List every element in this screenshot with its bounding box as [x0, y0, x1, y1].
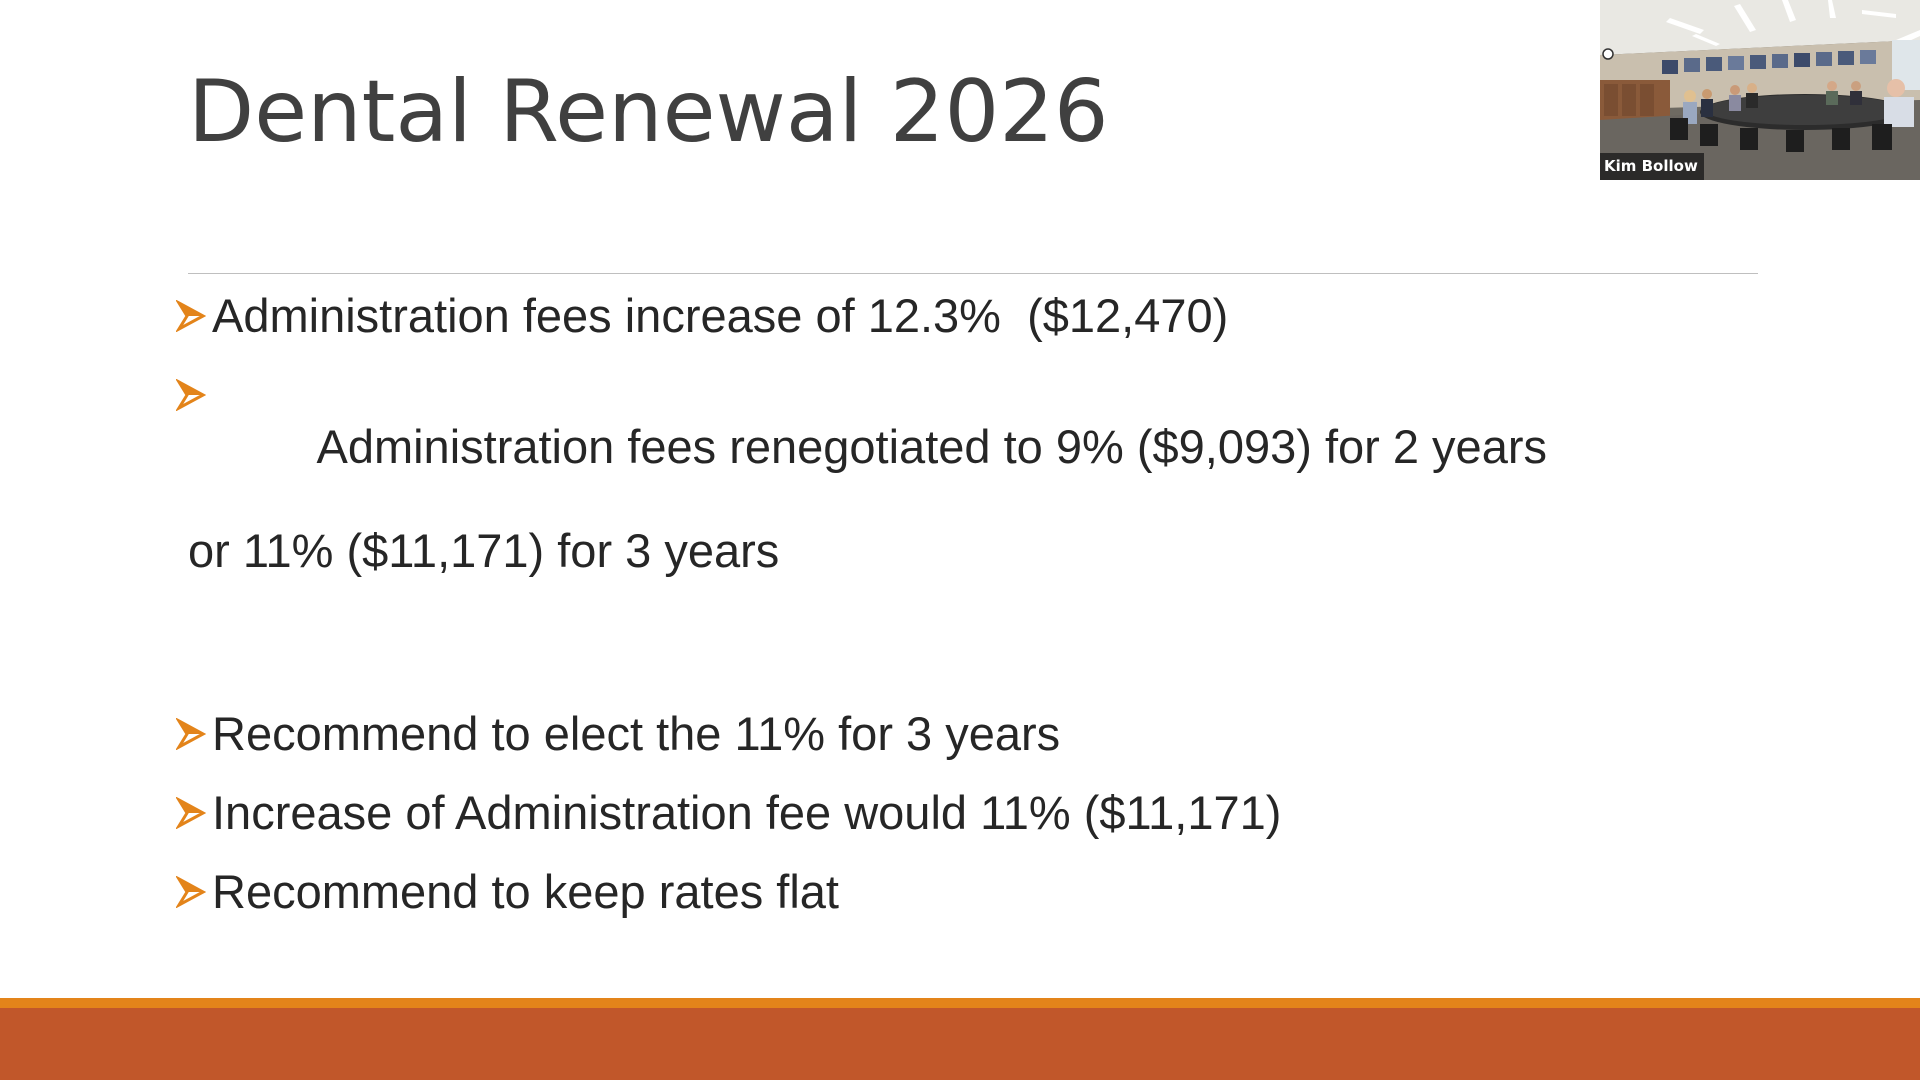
bullet-item: Recommend to elect the 11% for 3 years: [176, 708, 1696, 760]
bullet-item: Recommend to keep rates flat: [176, 866, 1696, 918]
conference-room-video-feed: [1600, 0, 1920, 180]
bullet-text: Increase of Administration fee would 11%…: [212, 786, 1282, 839]
bullet-item: Administration fees increase of 12.3% ($…: [176, 290, 1696, 342]
arrowhead-bullet-icon: [176, 290, 212, 342]
participant-video-tile[interactable]: Kim Bollow: [1600, 0, 1920, 180]
bullet-line-1: Administration fees renegotiated to 9% (…: [316, 420, 1547, 473]
slide-title: Dental Renewal 2026: [188, 62, 1109, 162]
arrowhead-bullet-icon: [176, 708, 212, 760]
arrowhead-bullet-icon: [176, 369, 212, 421]
bullet-text: Recommend to elect the 11% for 3 years: [212, 707, 1061, 760]
title-divider: [188, 273, 1758, 274]
bullet-item: Increase of Administration fee would 11%…: [176, 787, 1696, 839]
bullet-item: Administration fees renegotiated to 9% (…: [176, 369, 1696, 681]
bullet-text: Recommend to keep rates flat: [212, 865, 839, 918]
bullet-line-2: or 11% ($11,171) for 3 years: [188, 524, 780, 577]
footer-accent-stripe: [0, 998, 1920, 1008]
arrowhead-bullet-icon: [176, 866, 212, 918]
arrowhead-bullet-icon: [176, 787, 212, 839]
bullet-text: Administration fees renegotiated to 9% (…: [188, 369, 1547, 681]
footer-bar: [0, 1008, 1920, 1080]
bullet-list: Administration fees increase of 12.3% ($…: [176, 290, 1696, 945]
bullet-text: Administration fees increase of 12.3% ($…: [212, 289, 1229, 342]
participant-name-label: Kim Bollow: [1600, 153, 1704, 180]
